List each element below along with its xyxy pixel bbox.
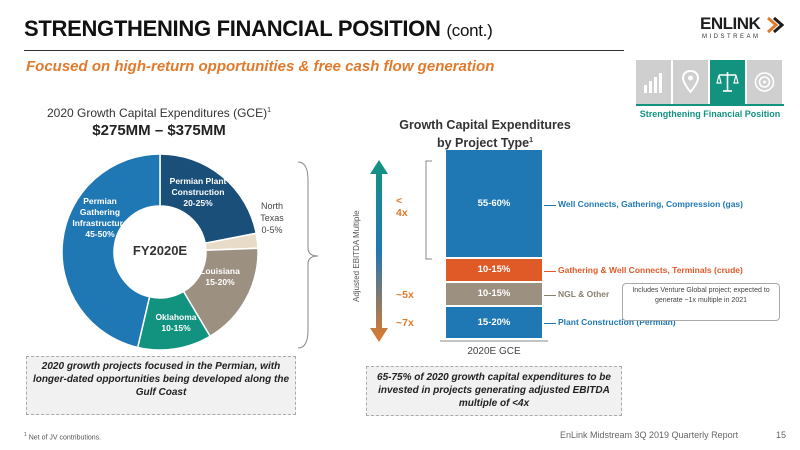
slice-label-north-texas: North Texas 0-5% bbox=[252, 200, 292, 236]
multiple-bracket bbox=[425, 160, 432, 260]
nav-tile-target[interactable] bbox=[747, 60, 782, 104]
logo-subtext: MIDSTREAM bbox=[702, 34, 761, 40]
gce-range: $275MM – $375MM bbox=[92, 122, 226, 139]
donut-slice-0 bbox=[159, 153, 258, 245]
enlink-logo: ENLINK MIDSTREAM bbox=[700, 14, 784, 48]
donut-slice-4 bbox=[61, 153, 161, 349]
target-icon bbox=[754, 72, 775, 92]
nav-tile-growth[interactable] bbox=[636, 60, 671, 104]
left-callout: 2020 growth projects focused in the Perm… bbox=[26, 356, 296, 415]
page-number: 15 bbox=[776, 430, 787, 440]
bar-chart-title-sup: 1 bbox=[529, 137, 534, 144]
bar-chart-title: Growth Capital Expenditures by Project T… bbox=[390, 118, 580, 151]
page-title-text: STRENGTHENING FINANCIAL POSITION bbox=[24, 16, 441, 41]
active-section-caption: Strengthening Financial Position bbox=[636, 104, 784, 138]
slice-name: Oklahoma bbox=[155, 312, 197, 322]
bar-segment-leader-0 bbox=[544, 323, 556, 325]
bar-segment-desc-1: NGL & Other bbox=[558, 288, 610, 299]
donut-chart-svg bbox=[61, 153, 259, 351]
bar-segment-1: 10-15% bbox=[446, 283, 542, 305]
y-axis-label: Adjusted EBITDA Multiple bbox=[352, 210, 361, 302]
scales-icon bbox=[716, 72, 739, 92]
donut-center-label: FY2020E bbox=[132, 243, 188, 258]
nav-tile-financial[interactable] bbox=[710, 60, 745, 104]
bar-segment-3: 55-60% bbox=[446, 150, 542, 258]
bar-segment-desc-3: Well Connects, Gathering, Compression (g… bbox=[558, 198, 743, 209]
bar-chart-title-line2: by Project Type bbox=[436, 136, 530, 151]
slice-label-permian-plant: Permian Plant Construction 20-25% bbox=[160, 176, 236, 209]
slice-name: Permian Gathering Infrastructure bbox=[72, 196, 128, 228]
slice-name: Louisiana bbox=[200, 266, 240, 276]
bar-segment-2: 10-15% bbox=[446, 259, 542, 281]
bar-segment-desc-2: Gathering & Well Connects, Terminals (cr… bbox=[558, 265, 743, 276]
title-divider bbox=[24, 50, 624, 51]
slice-value: 45-50% bbox=[85, 229, 115, 239]
slice-value: 15-20% bbox=[205, 277, 235, 287]
bar-segment-leader-3 bbox=[544, 204, 556, 206]
page-title-suffix: (cont.) bbox=[446, 21, 493, 40]
slice-name: North Texas bbox=[260, 201, 284, 223]
x-axis-category: 2020E GCE bbox=[467, 346, 521, 357]
multiple-label-1: ~5x bbox=[396, 288, 414, 301]
gce-label-text: 2020 Growth Capital Expenditures (GCE) bbox=[46, 106, 268, 120]
page-subtitle: Focused on high-return opportunities & f… bbox=[26, 58, 495, 75]
slice-label-permian-gathering: Permian Gathering Infrastructure 45-50% bbox=[66, 196, 134, 240]
bar-chart-title-line1: Growth Capital Expenditures bbox=[399, 118, 571, 132]
slice-value: 20-25% bbox=[183, 198, 213, 208]
multiple-label-3: < 4x bbox=[396, 194, 408, 219]
right-callout: 65-75% of 2020 growth capital expenditur… bbox=[366, 366, 622, 416]
bar-segment-leader-2 bbox=[544, 271, 556, 273]
bar-segment-0: 15-20% bbox=[446, 306, 542, 338]
grouping-brace bbox=[297, 161, 319, 349]
slice-name: Permian Plant Construction bbox=[169, 176, 227, 197]
page-title: STRENGTHENING FINANCIAL POSITION (cont.) bbox=[24, 16, 493, 42]
multiple-label-0: ~7x bbox=[396, 317, 414, 330]
gce-label: 2020 Growth Capital Expenditures (GCE)1 bbox=[24, 106, 294, 120]
slice-label-louisiana: Louisiana 15-20% bbox=[190, 266, 250, 288]
bar-segment-desc-0: Plant Construction (Permian) bbox=[558, 317, 676, 328]
footer-report-name: EnLink Midstream 3Q 2019 Quarterly Repor… bbox=[560, 430, 739, 440]
logo-chevron-icon bbox=[767, 16, 784, 34]
donut-chart: Permian Plant Construction 20-25% Louisi… bbox=[60, 152, 260, 352]
footnote-text: Net of JV contributions. bbox=[28, 434, 102, 442]
slice-label-oklahoma: Oklahoma 10-15% bbox=[146, 312, 206, 334]
bar-segment-leader-1 bbox=[544, 294, 556, 296]
section-nav bbox=[636, 60, 784, 104]
chart-icon bbox=[644, 73, 662, 93]
bar-chart-title-line2-wrap: by Project Type1 bbox=[390, 133, 580, 151]
footnote-sup: 1 bbox=[24, 432, 27, 438]
footnote: 1 Net of JV contributions. bbox=[24, 432, 101, 441]
slice-value: 0-5% bbox=[261, 225, 283, 235]
multiple-arrow-icon bbox=[370, 160, 388, 342]
x-axis-line bbox=[440, 340, 548, 342]
nav-tile-location[interactable] bbox=[673, 60, 708, 104]
location-icon bbox=[681, 69, 700, 94]
gce-label-sup: 1 bbox=[267, 107, 271, 114]
logo-word: ENLINK bbox=[700, 14, 761, 33]
slice-value: 10-15% bbox=[161, 323, 191, 333]
venture-global-note: Includes Venture Global project; expecte… bbox=[622, 283, 780, 321]
